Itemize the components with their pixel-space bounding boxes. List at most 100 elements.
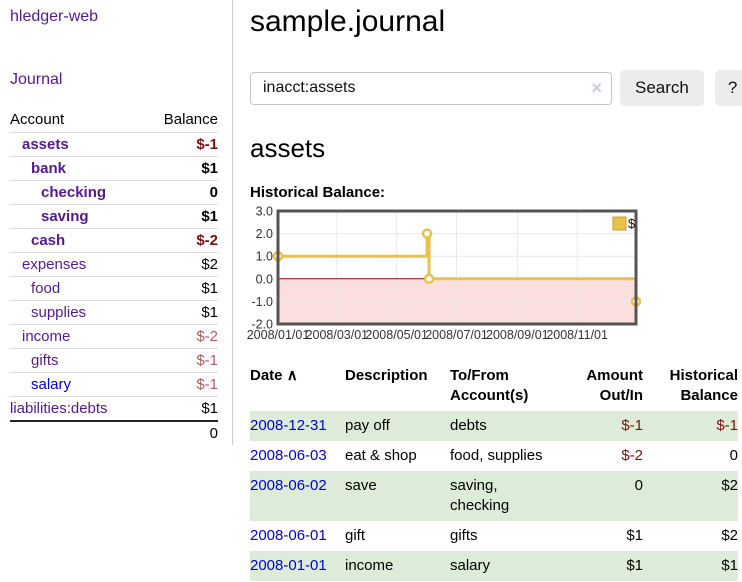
account-row-liabilities-debts: liabilities:debts $1 xyxy=(10,396,218,421)
account-balance: $1 xyxy=(143,276,218,301)
account-balance: $1 xyxy=(143,300,218,325)
account-balance: $2 xyxy=(143,252,218,277)
transaction-row: 2008-06-03 eat & shop food, supplies $-2… xyxy=(250,441,738,471)
transaction-description: save xyxy=(345,471,450,521)
transaction-balance: $1 xyxy=(643,551,738,581)
transaction-amount: $-2 xyxy=(621,447,643,464)
account-balance: $1 xyxy=(143,156,218,181)
transaction-description: income xyxy=(345,551,450,581)
account-link-checking[interactable]: checking xyxy=(41,184,107,201)
svg-text:0.0: 0.0 xyxy=(256,272,273,286)
sort-ascending-icon: ∧ xyxy=(286,367,298,384)
transaction-description: eat & shop xyxy=(345,447,417,464)
page-title: sample.journal xyxy=(250,5,446,38)
transaction-accounts: debts xyxy=(450,411,580,441)
account-balance: $1 xyxy=(143,204,218,229)
transaction-accounts: gifts xyxy=(450,527,478,544)
transaction-balance: $-1 xyxy=(643,411,738,441)
transaction-date-link[interactable]: 2008-12-31 xyxy=(250,417,327,434)
register-table: Date ∧ Description To/From Account(s) Am… xyxy=(250,364,738,581)
svg-text:-1.0: -1.0 xyxy=(251,295,273,309)
account-row-food: food $1 xyxy=(10,276,218,301)
sidebar-item-journal[interactable]: Journal xyxy=(10,71,63,88)
transaction-balance: $2 xyxy=(721,527,738,544)
svg-text:2008/11/01: 2008/11/01 xyxy=(546,328,608,342)
transaction-accounts: salary xyxy=(450,551,580,581)
accounts-table: Account Balance assets $-1 bank $1 check… xyxy=(10,108,218,445)
legend-swatch xyxy=(612,216,627,231)
account-heading: assets xyxy=(250,133,326,163)
column-header-balance: Historical Balance xyxy=(669,367,738,404)
account-row-gifts: gifts $-1 xyxy=(10,348,218,373)
svg-text:2008/03/01: 2008/03/01 xyxy=(306,328,369,342)
account-link-gifts[interactable]: gifts xyxy=(31,352,59,369)
account-link-assets[interactable]: assets xyxy=(22,136,69,153)
accounts-total-row: 0 xyxy=(10,420,218,445)
account-row-bank: bank $1 xyxy=(10,156,218,181)
transaction-amount: $-1 xyxy=(580,411,643,441)
account-link-income[interactable]: income xyxy=(22,328,71,345)
accounts-total-value: 0 xyxy=(143,420,218,445)
accounts-header-account: Account xyxy=(10,111,65,128)
clear-search-icon[interactable]: × xyxy=(591,77,602,98)
account-link-food[interactable]: food xyxy=(31,280,61,297)
transaction-balance: 0 xyxy=(729,447,738,464)
account-balance: $-1 xyxy=(143,132,218,157)
transaction-amount: $1 xyxy=(626,527,643,544)
account-link-salary[interactable]: salary xyxy=(31,376,72,393)
transaction-row: 2008-12-31 pay off debts $-1 $-1 xyxy=(250,411,738,441)
sidebar: hledger-web Journal Account Balance asse… xyxy=(0,0,233,445)
account-balance: $-2 xyxy=(143,228,218,253)
accounts-header-balance: Balance xyxy=(163,111,218,128)
transaction-date-link[interactable]: 2008-01-01 xyxy=(250,557,327,574)
account-link-bank[interactable]: bank xyxy=(31,160,67,177)
column-header-amount: Amount Out/In xyxy=(586,367,643,404)
chart-label: Historical Balance: xyxy=(250,184,386,201)
main-content: sample.journal × Search ? assets Histori… xyxy=(247,0,742,581)
transaction-date-link[interactable]: 2008-06-02 xyxy=(250,477,327,494)
transaction-balance: $2 xyxy=(643,471,738,521)
search-input[interactable] xyxy=(250,71,612,105)
historical-balance-chart: 3.0 2.0 1.0 0.0 -1.0 -2.0 2008/01/01 2008/03/01… xyxy=(247,205,738,344)
svg-text:1.0: 1.0 xyxy=(256,250,273,264)
svg-text:-2.0: -2.0 xyxy=(251,318,273,332)
svg-text:2008/05/01: 2008/05/01 xyxy=(365,328,428,342)
account-row-supplies: supplies $1 xyxy=(10,300,218,325)
svg-text:2008/01/01: 2008/01/01 xyxy=(247,328,310,342)
transaction-accounts: food, supplies xyxy=(450,447,543,464)
register-header-row: Date ∧ Description To/From Account(s) Am… xyxy=(250,364,738,411)
account-balance: $-2 xyxy=(143,324,218,349)
search-button[interactable]: Search xyxy=(620,70,704,106)
account-row-checking: checking 0 xyxy=(10,180,218,205)
legend-label: $ xyxy=(628,216,636,231)
account-row-income: income $-2 xyxy=(10,324,218,349)
account-link-expenses[interactable]: expenses xyxy=(22,256,87,273)
transaction-amount: $1 xyxy=(580,551,643,581)
transaction-date-link[interactable]: 2008-06-03 xyxy=(250,447,327,464)
svg-text:3.0: 3.0 xyxy=(256,205,273,219)
column-header-description: Description xyxy=(345,367,428,384)
account-row-salary: salary $-1 xyxy=(10,372,218,397)
column-header-date[interactable]: Date ∧ xyxy=(250,367,298,384)
svg-text:2008/09/01: 2008/09/01 xyxy=(486,328,549,342)
account-balance: $1 xyxy=(143,396,218,421)
app-title-link[interactable]: hledger-web xyxy=(10,8,99,25)
svg-text:2.0: 2.0 xyxy=(256,227,273,241)
account-balance: $-1 xyxy=(143,372,218,397)
column-header-accounts: To/From Account(s) xyxy=(450,367,529,404)
help-button[interactable]: ? xyxy=(714,70,742,106)
svg-text:2008/07/01: 2008/07/01 xyxy=(425,328,488,342)
transaction-description: pay off xyxy=(345,411,450,441)
transaction-row: 2008-06-02 save saving, checking 0 $2 xyxy=(250,471,738,521)
transaction-row: 2008-06-01 gift gifts $1 $2 xyxy=(250,521,738,551)
account-row-expenses: expenses $2 xyxy=(10,252,218,277)
transaction-date-link[interactable]: 2008-06-01 xyxy=(250,527,327,544)
account-link-saving[interactable]: saving xyxy=(41,208,89,225)
account-link-liabilities-debts[interactable]: liabilities:debts xyxy=(10,400,108,417)
transaction-amount: 0 xyxy=(580,471,643,521)
transaction-description: gift xyxy=(345,527,366,544)
account-link-cash[interactable]: cash xyxy=(31,232,66,249)
account-row-assets: assets $-1 xyxy=(10,132,218,157)
account-link-supplies[interactable]: supplies xyxy=(31,304,87,321)
account-balance: $-1 xyxy=(143,348,218,373)
